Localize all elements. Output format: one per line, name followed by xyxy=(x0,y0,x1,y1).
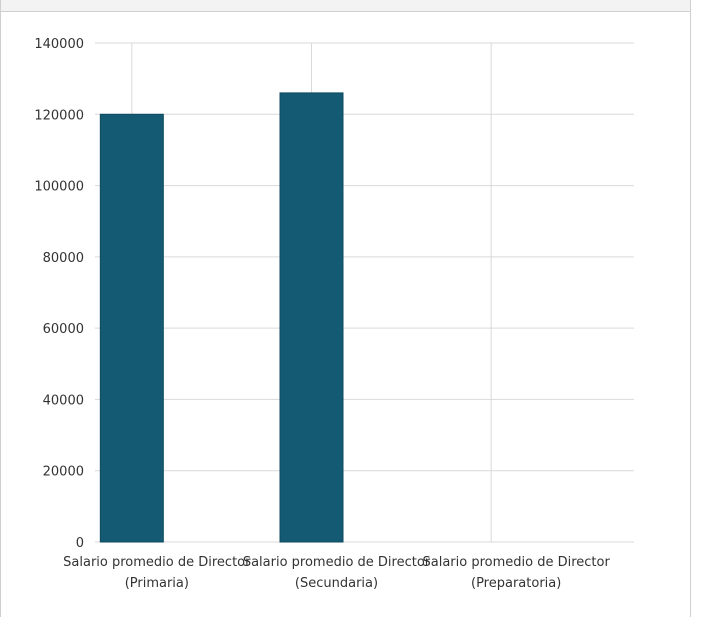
y-tick-label: 140000 xyxy=(34,37,84,52)
category-label-line-2: (Primaria) xyxy=(125,576,189,591)
y-tick-labels: 0 20000 40000 60000 80000 100000 120000 140000 xyxy=(34,37,84,551)
x-category-labels: Salario promedio de Director (Primaria) Sa… xyxy=(63,555,610,591)
y-tick-label: 120000 xyxy=(34,108,84,123)
y-tick-label: 100000 xyxy=(34,180,84,195)
bar xyxy=(99,113,164,543)
y-tick-label: 0 xyxy=(76,536,84,551)
y-tick-label: 40000 xyxy=(43,393,84,408)
top-strip xyxy=(0,0,691,12)
y-tick-label: 60000 xyxy=(43,322,84,337)
category-label-line-2: (Preparatoria) xyxy=(471,576,561,591)
frame-left-border xyxy=(0,12,1,617)
category-label-line-1: Salario promedio de Director xyxy=(423,555,611,570)
bar xyxy=(279,92,344,543)
y-tick-label: 20000 xyxy=(43,465,84,480)
y-tick-label: 80000 xyxy=(43,251,84,266)
category-label-line-1: Salario promedio de Director xyxy=(63,555,251,570)
category-label-line-2: (Secundaria) xyxy=(295,576,378,591)
bars xyxy=(99,92,344,543)
category-label-line-1: Salario promedio de Director xyxy=(243,555,431,570)
frame-right-border xyxy=(690,12,691,617)
grid-lines xyxy=(95,42,634,543)
